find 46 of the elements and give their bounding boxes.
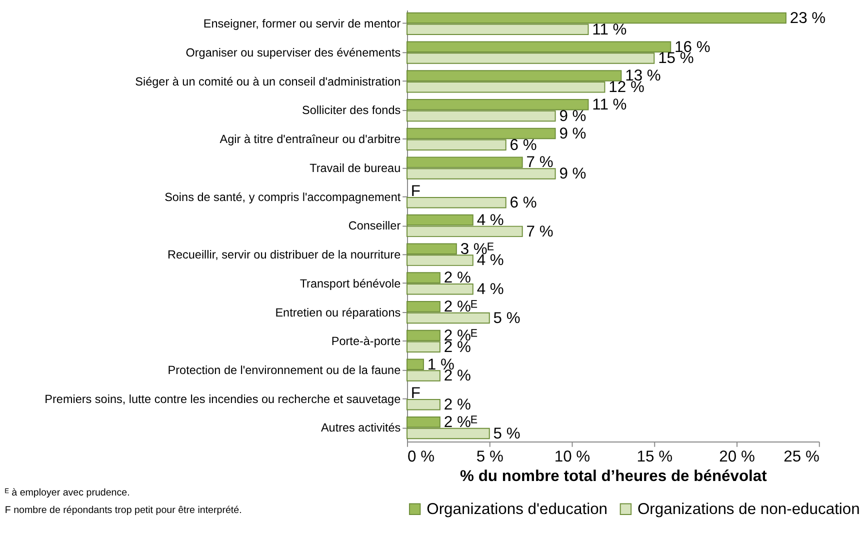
y-tick-label: Solliciter des fonds bbox=[302, 104, 401, 118]
data-label: 6 % bbox=[510, 194, 537, 212]
data-label: 11 % bbox=[592, 21, 627, 38]
data-label: 7 % bbox=[526, 223, 554, 240]
y-tick-label: Recueillir, servir ou distribuer de la nourriture bbox=[167, 248, 402, 262]
x-tick-label: 20 % bbox=[719, 448, 755, 466]
data-label: 2 % bbox=[444, 270, 471, 287]
y-tick-label: Autres activités bbox=[320, 422, 401, 435]
y-tick-label: Premiers soins, lutte contre les incendies ou recherche et sauvetage bbox=[44, 392, 402, 406]
x-tick-label: 15 % bbox=[636, 448, 673, 466]
text: F bbox=[410, 183, 421, 200]
data-label: 23 % bbox=[790, 10, 826, 27]
y-tick-label: Porte-à-porte bbox=[331, 335, 402, 348]
data-label: 2 %ᴱ bbox=[444, 298, 478, 316]
y-tick-label: Protection de l'environnement ou de la faune bbox=[168, 364, 402, 377]
data-label: 4 % bbox=[476, 281, 504, 298]
data-label: 9 % bbox=[559, 125, 586, 142]
legend-label: Organizations d'education bbox=[426, 501, 608, 518]
y-tick-label: Agir à titre d'entraîneur ou d'arbitre bbox=[220, 133, 402, 146]
data-label: 9 % bbox=[559, 108, 586, 125]
text: F nombre de répondants trop petit pour être interprété. bbox=[4, 505, 242, 516]
x-axis-title: % du nombre total d’heures de bénévolat bbox=[460, 468, 768, 486]
text: ᴱ à employer avec prudence. bbox=[4, 487, 130, 498]
data-label: 2 % bbox=[444, 396, 471, 414]
y-tick-label: Organiser ou superviser des événements bbox=[186, 46, 401, 60]
data-label: 7 % bbox=[526, 154, 554, 172]
data-label: 11 % bbox=[592, 96, 627, 114]
data-label: 6 % bbox=[510, 136, 537, 154]
y-tick-label: Transport bénévole bbox=[300, 277, 402, 290]
y-tick-label: Soins de santé, y compris l'accompagnement bbox=[164, 190, 402, 204]
x-tick-label: 5 % bbox=[476, 448, 504, 466]
data-label: 5 % bbox=[493, 310, 520, 327]
x-tick-label: 0 % bbox=[407, 448, 435, 466]
x-tick-label: 25 % bbox=[784, 448, 820, 466]
data-label: 5 % bbox=[493, 425, 520, 442]
data-label: 9 % bbox=[559, 166, 586, 183]
x-tick-label: 10 % bbox=[554, 448, 590, 466]
text: F bbox=[410, 385, 421, 402]
y-tick-label: Travail de bureau bbox=[310, 162, 401, 175]
data-label: 2 %ᴱ bbox=[444, 414, 478, 431]
legend-label: Organizations de non-education bbox=[637, 501, 860, 518]
y-tick-label: Entretien ou réparations bbox=[275, 306, 401, 320]
data-label: 4 % bbox=[476, 212, 504, 229]
y-tick-label: Enseigner, former ou servir de mentor bbox=[203, 18, 401, 31]
y-tick-label: Siéger à un comité ou à un conseil d'administration bbox=[135, 75, 401, 88]
y-tick-label: Conseiller bbox=[348, 220, 401, 233]
